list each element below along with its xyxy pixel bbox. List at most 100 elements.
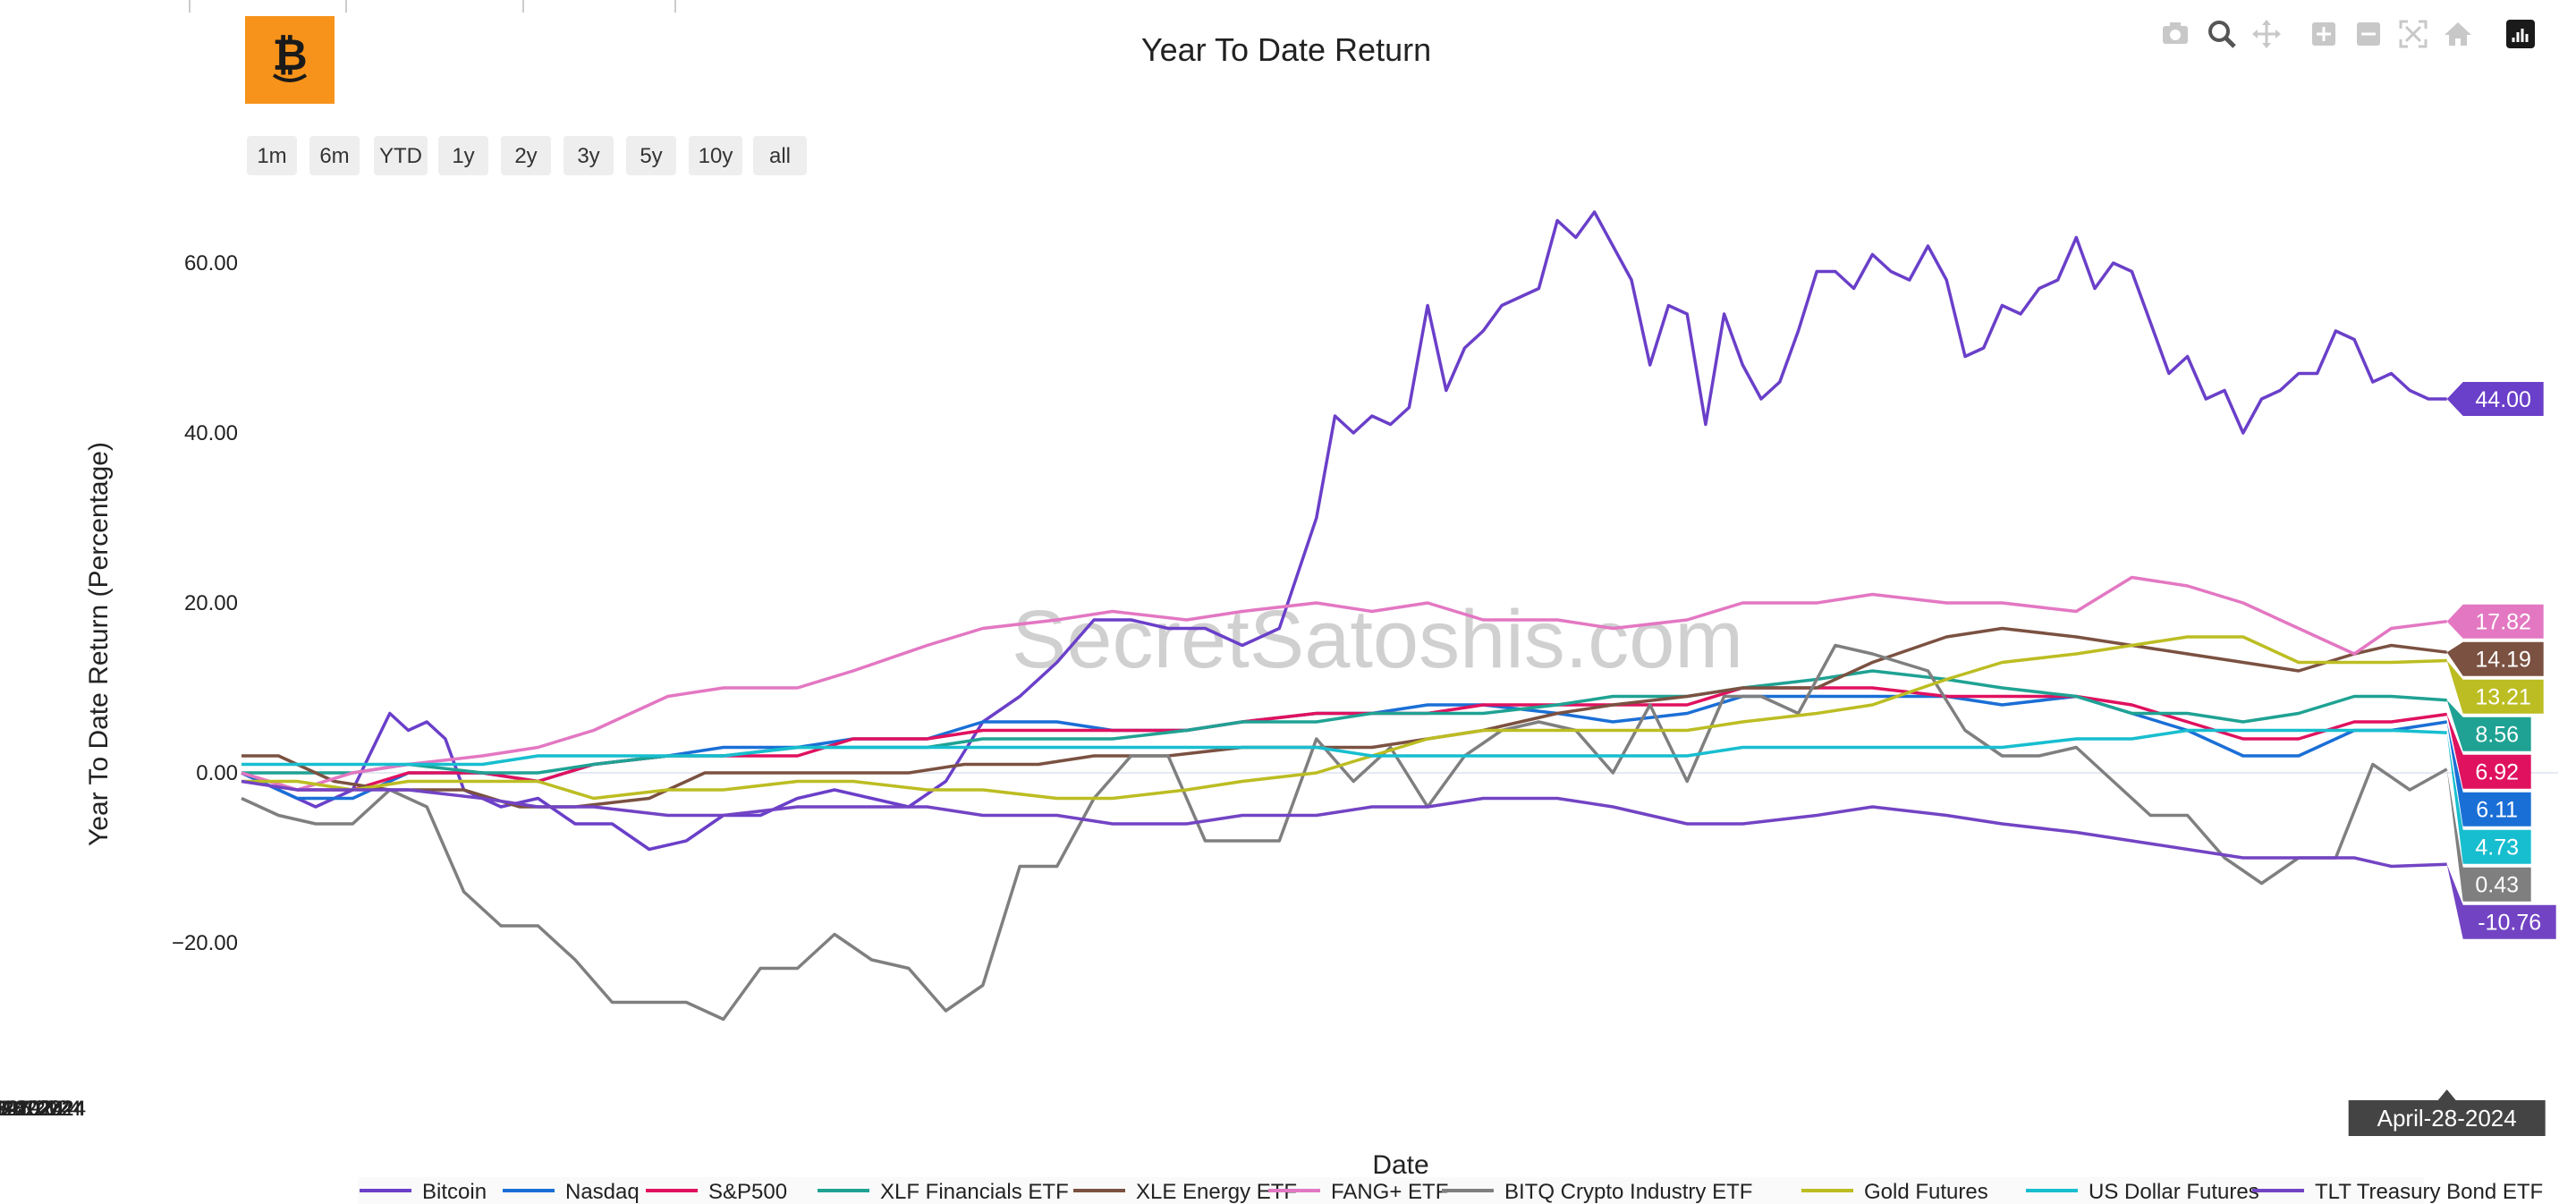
range-button-bg: [309, 136, 360, 175]
x-tick-label: January-28-2024: [0, 1097, 81, 1121]
range-button-label: 5y: [640, 144, 662, 168]
end-label-text: 6.11: [2476, 798, 2518, 823]
end-label-box: [2446, 768, 2531, 902]
hover-text: April-28-2024: [2377, 1105, 2517, 1132]
legend-item[interactable]: Gold Futures: [1801, 1180, 1988, 1204]
legend-item[interactable]: US Dollar Futures: [2026, 1180, 2259, 1204]
end-label-box: [2446, 700, 2531, 751]
range-button-bg: [564, 136, 614, 175]
legend-item[interactable]: FANG+ ETF: [1268, 1180, 1448, 1204]
range-button-3y[interactable]: 3y: [564, 136, 614, 175]
range-button-bg: [438, 136, 488, 175]
legend-label: BITQ Crypto Industry ETF: [1504, 1180, 1752, 1204]
end-label: 6.92: [2446, 714, 2531, 789]
end-label-text: 6.92: [2475, 760, 2519, 785]
x-tick-label: February-25-2024: [0, 1097, 86, 1121]
x-tick-label: April-07-2024: [0, 1097, 64, 1121]
range-button-bg: [247, 136, 297, 175]
svg-text:₿: ₿: [272, 30, 307, 81]
end-label-text: 8.56: [2475, 723, 2519, 748]
end-label: 44.00: [2446, 382, 2544, 416]
end-label-box: [2446, 714, 2531, 789]
range-button-ytd[interactable]: YTD: [374, 136, 428, 175]
end-label: 14.19: [2446, 641, 2544, 676]
end-label: 4.73: [2446, 733, 2531, 864]
hover-pointer: [2437, 1090, 2456, 1100]
series-line: [241, 575, 2447, 792]
pan-icon[interactable]: [2252, 20, 2281, 48]
end-label-box: [2446, 733, 2531, 864]
legend-label: US Dollar Futures: [2089, 1180, 2259, 1204]
range-button-label: 3y: [577, 144, 599, 168]
legend-item[interactable]: XLF Financials ETF: [818, 1180, 1069, 1204]
range-button-1y[interactable]: 1y: [438, 136, 488, 175]
range-button-label: 2y: [514, 144, 537, 168]
legend-label: XLF Financials ETF: [880, 1180, 1069, 1204]
range-button-all[interactable]: all: [753, 136, 807, 175]
range-button-1m[interactable]: 1m: [247, 136, 297, 175]
camera-icon[interactable]: [2163, 22, 2188, 44]
legend-item[interactable]: BITQ Crypto Industry ETF: [1442, 1180, 1752, 1204]
chart-title: Year To Date Return: [1141, 31, 1431, 68]
legend-label: Bitcoin: [422, 1180, 487, 1204]
legend-label: TLT Treasury Bond ETF: [2315, 1180, 2543, 1204]
y-tick-label: 40.00: [184, 421, 238, 445]
end-label: 8.56: [2446, 700, 2531, 751]
end-label-box: [2446, 604, 2544, 639]
legend-item[interactable]: S&P500: [646, 1180, 787, 1204]
modebar: [2163, 20, 2535, 48]
range-button-label: YTD: [379, 144, 422, 168]
hover-label: April-28-2024: [2348, 1090, 2546, 1136]
plotly-logo-icon[interactable]: [2506, 20, 2535, 48]
x-tick-label: March-10-2024: [0, 1097, 72, 1121]
legend-label: Gold Futures: [1864, 1180, 1988, 1204]
legend-background: [358, 1177, 2424, 1204]
range-button-bg: [753, 136, 807, 175]
end-label-text: 4.73: [2475, 835, 2519, 861]
series-lines: [241, 210, 2448, 1022]
range-button-bg: [626, 136, 676, 175]
y-tick-label: 20.00: [184, 591, 238, 615]
reset-axes-icon[interactable]: [2445, 22, 2471, 46]
end-label: 13.21: [2446, 660, 2544, 714]
logo: ₿: [245, 16, 335, 104]
end-label-text: 0.43: [2475, 873, 2519, 898]
legend-item[interactable]: Bitcoin: [360, 1180, 487, 1204]
series-line: [241, 643, 2448, 1022]
zoom-out-icon[interactable]: [2357, 22, 2380, 46]
range-button-label: 10y: [699, 144, 733, 168]
range-button-6m[interactable]: 6m: [309, 136, 360, 175]
autoscale-icon[interactable]: [2399, 20, 2428, 48]
end-label: 17.82: [2446, 604, 2544, 639]
end-label-box: [2446, 722, 2531, 827]
legend-label: S&P500: [708, 1180, 787, 1204]
range-button-5y[interactable]: 5y: [626, 136, 676, 175]
zoom-icon[interactable]: [2208, 21, 2236, 48]
legend-item[interactable]: TLT Treasury Bond ETF: [2252, 1180, 2543, 1204]
legend-label: FANG+ ETF: [1331, 1180, 1448, 1204]
y-axis: 60.00 40.00 20.00 0.00 −20.00: [172, 251, 238, 955]
zoom-in-icon[interactable]: [2312, 22, 2335, 46]
range-button-label: 1m: [257, 144, 286, 168]
legend-label: Nasdaq: [565, 1180, 640, 1204]
range-button-bg: [374, 136, 428, 175]
series-line: [241, 779, 2447, 869]
y-tick-label: 60.00: [184, 251, 238, 276]
end-label-text: 14.19: [2475, 648, 2531, 673]
legend-item[interactable]: Nasdaq: [503, 1180, 640, 1204]
range-button-2y[interactable]: 2y: [501, 136, 551, 175]
range-button-10y[interactable]: 10y: [689, 136, 742, 175]
range-selector: 1m 6m YTD 1y 2y 3y 5y 10y all: [247, 136, 807, 175]
x-tick-label: January-14-2024: [0, 1097, 81, 1121]
y-tick-label: 0.00: [196, 761, 238, 785]
end-labels: 44.00 17.82 14.19 13.21 8.56 6.92 6.11 4.73 0.43…: [2446, 382, 2556, 939]
end-label-box: [2446, 864, 2556, 939]
x-axis: January-14-2024January-28-2024February-1…: [0, 1097, 86, 1121]
end-label-box: [2446, 660, 2544, 714]
range-button-label: 1y: [452, 144, 474, 168]
end-label-text: -10.76: [2478, 911, 2541, 936]
range-button-bg: [501, 136, 551, 175]
x-tick-label: April-21-2024: [0, 1097, 64, 1121]
end-label-text: 13.21: [2475, 685, 2531, 710]
